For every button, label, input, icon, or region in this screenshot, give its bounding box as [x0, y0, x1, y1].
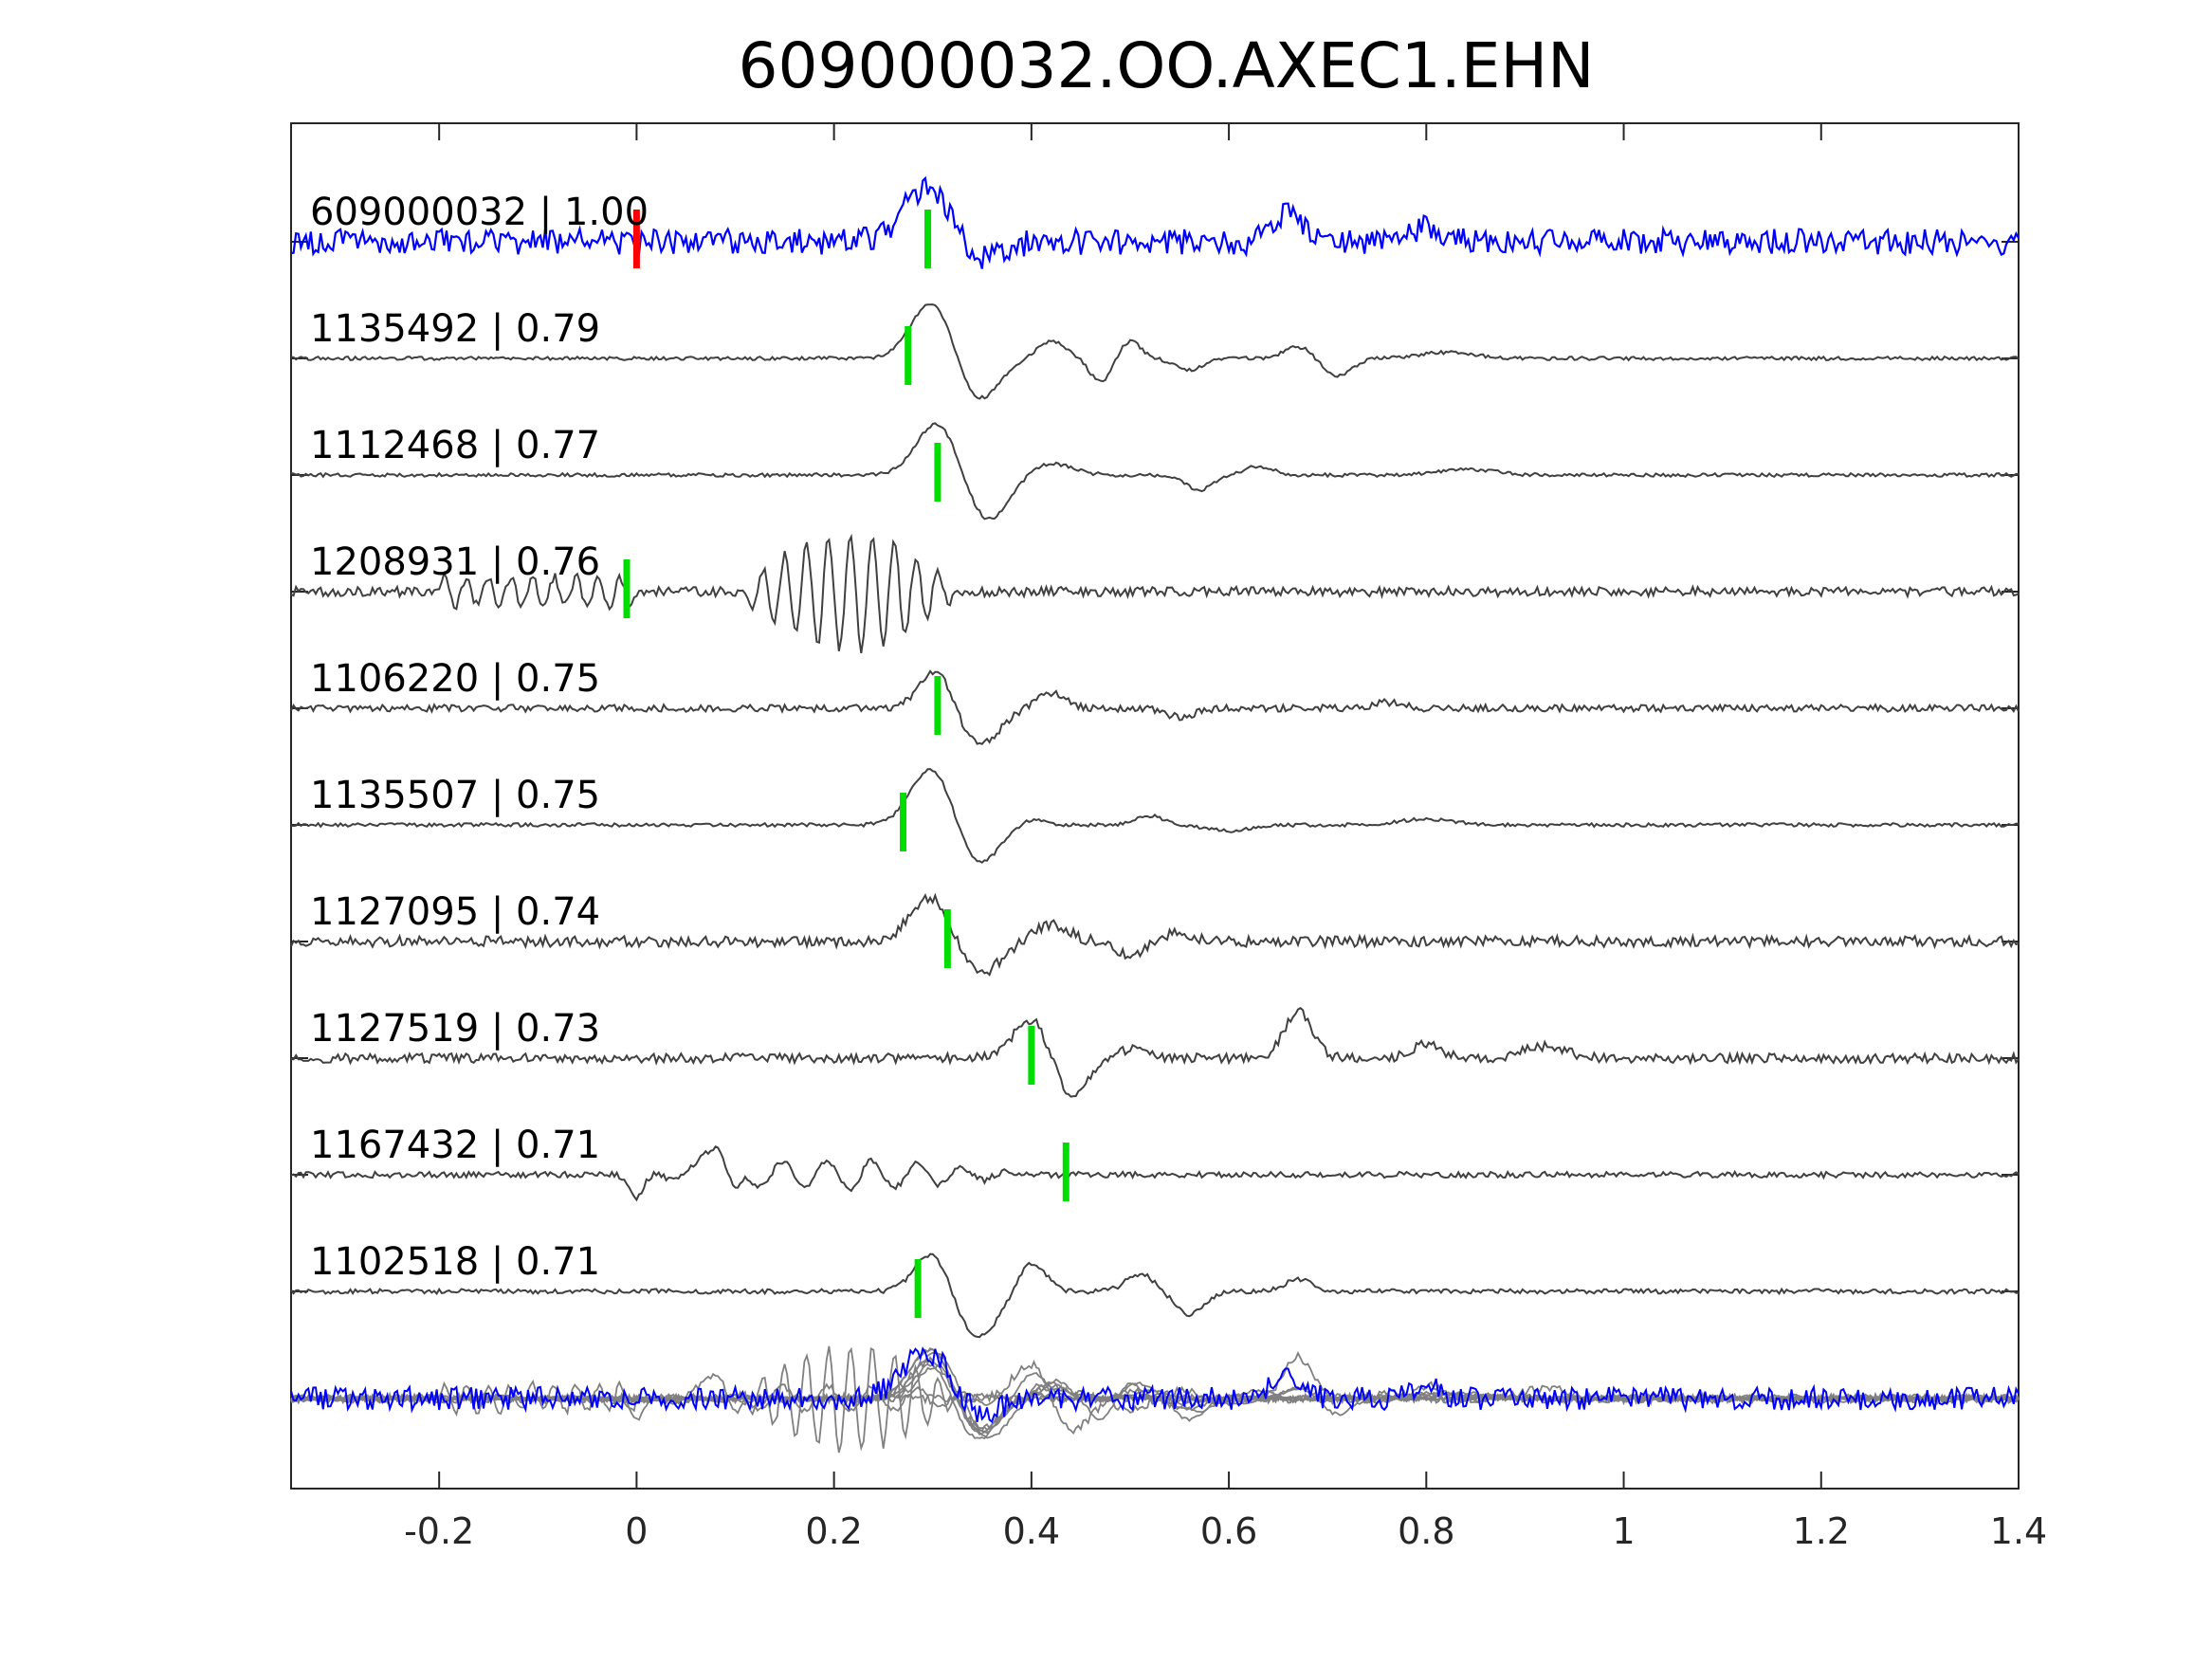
x-tick-label: 0 — [625, 1510, 648, 1552]
match-trace — [290, 303, 2020, 400]
trace-label: 1102518 | 0.71 — [310, 1240, 600, 1284]
trace-label: 1127095 | 0.74 — [310, 890, 600, 934]
match-trace — [290, 892, 2020, 977]
overlay-stack — [290, 1345, 2020, 1454]
x-tick-label: 0.4 — [1003, 1510, 1060, 1552]
traces-layer — [290, 175, 2020, 1339]
overlay-match-trace — [290, 1362, 2020, 1440]
plot-area-frame — [290, 122, 2020, 1490]
template-trace — [290, 175, 2020, 269]
x-tick-label: 0.2 — [805, 1510, 862, 1552]
trace-label: 609000032 | 1.00 — [310, 191, 649, 234]
trace-label: 1112468 | 0.77 — [310, 424, 600, 467]
x-tick-label: 1.4 — [1990, 1510, 2047, 1552]
x-tick-label: -0.2 — [404, 1510, 474, 1552]
match-trace — [290, 1006, 2020, 1098]
match-trace — [290, 422, 2020, 521]
trace-label: 1135492 | 0.79 — [310, 307, 600, 351]
match-trace — [290, 768, 2020, 864]
x-tick-label: 1.2 — [1793, 1510, 1850, 1552]
match-trace — [290, 1253, 2020, 1339]
x-tick-label: 0.6 — [1200, 1510, 1257, 1552]
match-trace — [290, 1145, 2020, 1202]
match-trace — [290, 669, 2020, 745]
chart-title: 609000032.OO.AXEC1.EHN — [739, 29, 1595, 102]
x-axis: -0.2 0 0.2 0.4 0.6 0.8 1 1.2 1.4 — [404, 123, 2047, 1552]
picks-layer — [623, 210, 1069, 1318]
x-tick-label: 1 — [1612, 1510, 1635, 1552]
trace-label: 1167432 | 0.71 — [310, 1124, 600, 1167]
trace-label: 1106220 | 0.75 — [310, 657, 600, 701]
trace-labels: 609000032 | 1.00 1135492 | 0.79 1112468 | … — [310, 191, 649, 1284]
trace-label: 1208931 | 0.76 — [310, 540, 600, 584]
x-tick-label: 0.8 — [1398, 1510, 1454, 1552]
trace-label: 1127519 | 0.73 — [310, 1007, 600, 1051]
match-trace — [290, 533, 2020, 654]
overlay-template-trace — [290, 1346, 2020, 1424]
trace-label: 1135507 | 0.75 — [310, 774, 600, 817]
